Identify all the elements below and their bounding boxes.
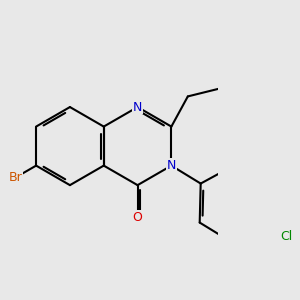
Text: Cl: Cl <box>280 230 293 243</box>
Text: Br: Br <box>8 171 22 184</box>
Text: O: O <box>133 211 142 224</box>
Text: N: N <box>167 159 176 172</box>
Text: N: N <box>133 100 142 114</box>
